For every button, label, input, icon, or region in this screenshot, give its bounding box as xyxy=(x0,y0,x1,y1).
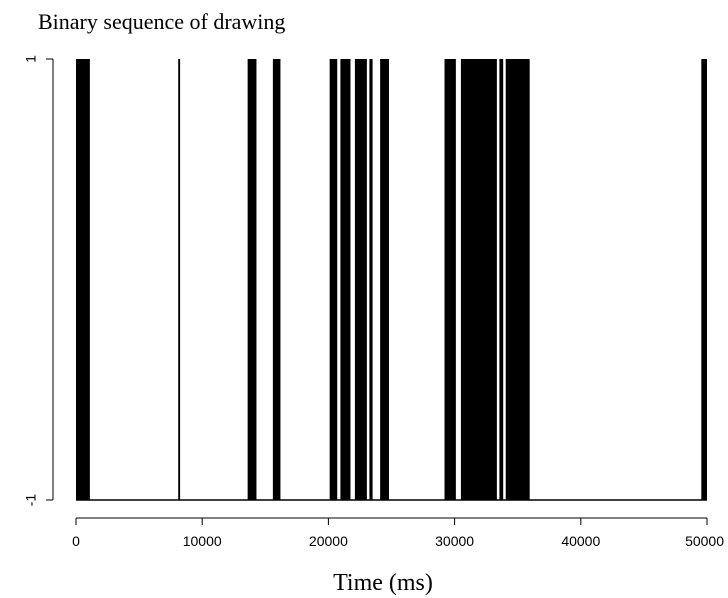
x-tick-label-0: 0 xyxy=(72,533,80,549)
high-interval-bar-10 xyxy=(444,59,456,500)
high-interval-bar-12 xyxy=(499,59,504,500)
high-interval-bar-1 xyxy=(76,59,90,500)
high-interval-bar-14 xyxy=(701,59,707,500)
high-interval-bar-3 xyxy=(247,59,257,500)
chart-title: Binary sequence of drawing xyxy=(38,9,285,34)
y-axis: -1 1 xyxy=(23,55,54,507)
high-interval-bar-4 xyxy=(272,59,281,500)
y-tick-label--1: -1 xyxy=(23,494,39,507)
x-tick-label-20000: 20000 xyxy=(309,533,348,549)
x-axis-label: Time (ms) xyxy=(333,570,433,596)
high-interval-bar-7 xyxy=(354,59,367,500)
x-axis: 0 10000 20000 30000 40000 50000 xyxy=(72,517,724,549)
high-interval-bar-2 xyxy=(178,59,181,500)
x-tick-label-50000: 50000 xyxy=(685,533,724,549)
high-interval-bar-6 xyxy=(340,59,351,500)
high-interval-bar-11 xyxy=(460,59,497,500)
high-interval-bar-9 xyxy=(380,59,389,500)
x-tick-label-10000: 10000 xyxy=(183,533,222,549)
y-tick-label-1: 1 xyxy=(23,55,39,63)
high-interval-bar-8 xyxy=(369,59,373,500)
high-interval-bar-13 xyxy=(505,59,530,500)
series-bars xyxy=(76,59,707,500)
high-interval-bar-5 xyxy=(329,59,338,500)
x-tick-label-40000: 40000 xyxy=(561,533,600,549)
x-tick-label-30000: 30000 xyxy=(435,533,474,549)
